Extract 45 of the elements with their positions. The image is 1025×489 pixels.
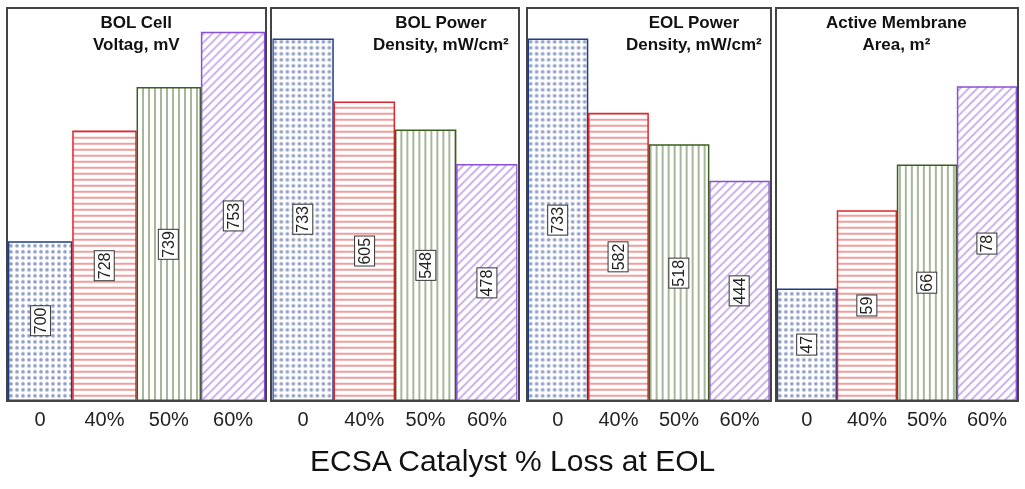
x-tick-label: 40% [598,407,639,430]
bar [333,101,396,401]
bar [648,144,710,401]
bar [527,38,589,401]
data-label: 478 [478,269,496,297]
text: EOL Power Density, mW/cm² [626,13,763,55]
x-tick-label: 60% [719,407,760,430]
data-label: 66 [918,273,936,292]
text: BOL Cell Voltag, mV [93,13,181,55]
data-label: 733 [549,206,567,234]
x-tick-label: 50% [658,407,700,430]
text: BOL Power Density, mW/cm² [373,13,510,55]
data-label: 78 [978,234,996,253]
data-label: 605 [356,237,374,265]
x-tick-label: 50% [148,407,190,430]
bar [272,38,334,401]
data-label: 548 [417,252,435,279]
x-axis-title: ECSA Catalyst % Loss at EOL [310,444,716,477]
x-tick-label: 0 [34,407,46,430]
x-tick-label: 50% [906,407,948,430]
data-label: 753 [224,202,242,230]
data-label: 733 [294,205,312,233]
x-tick-label: 0 [801,407,813,430]
x-tick-label: 60% [213,407,254,430]
text: Active Membrane Area, m² [826,13,967,55]
data-label: 728 [95,252,113,280]
data-label: 739 [159,231,177,258]
x-tick-label: 60% [466,407,508,430]
bar [394,129,457,401]
x-tick-label: 60% [966,407,1008,430]
bar [588,112,649,401]
bar [709,180,770,401]
x-tick-label: 50% [405,407,446,430]
data-label: 59 [858,296,876,315]
x-tick-label: 0 [297,407,309,430]
data-label: 582 [609,243,627,271]
x-tick-label: 40% [84,407,125,430]
data-label: 444 [730,277,748,305]
data-label: 700 [32,307,50,335]
x-tick-label: 0 [552,407,564,430]
data-label: 518 [670,259,688,287]
x-tick-label: 40% [344,407,385,430]
x-tick-label: 40% [846,407,888,430]
data-label: 47 [798,335,816,354]
bar [456,164,518,401]
